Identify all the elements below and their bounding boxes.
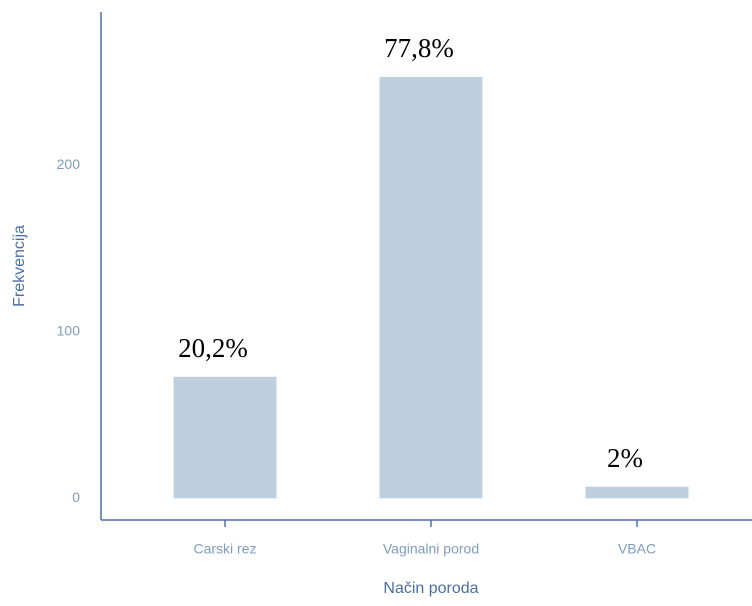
x-tick-label: Carski rez	[193, 541, 256, 557]
y-axis-title: Frekvencija	[11, 225, 28, 307]
x-tick-label: Vaginalni porod	[383, 541, 479, 557]
y-tick-label: 0	[72, 489, 80, 505]
annotation: 20,2%	[178, 333, 248, 363]
bar	[173, 376, 277, 499]
x-axis-title: Način poroda	[383, 580, 478, 597]
y-tick-label: 100	[57, 322, 81, 338]
annotation: 2%	[607, 443, 643, 473]
annotation: 77,8%	[384, 33, 454, 63]
bar	[379, 76, 483, 499]
bar	[585, 486, 689, 499]
y-tick-label: 200	[57, 156, 81, 172]
x-tick-label: VBAC	[618, 541, 656, 557]
